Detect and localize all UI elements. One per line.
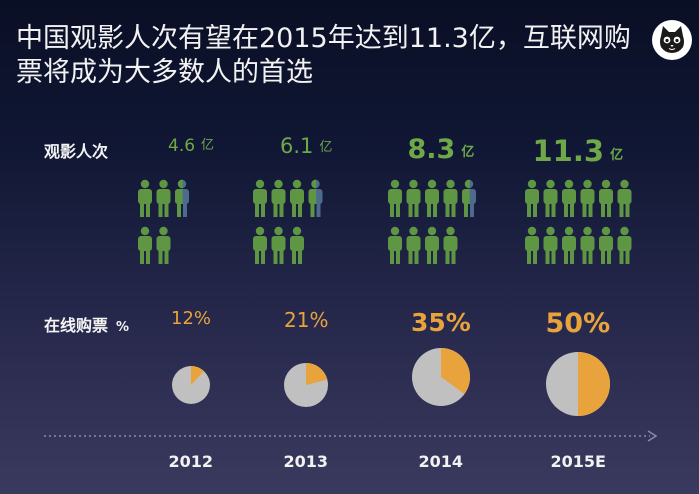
person-icon-fill xyxy=(461,179,470,217)
viewers-value-unit: 亿 xyxy=(319,140,333,155)
person-icon xyxy=(406,179,421,217)
person-icon xyxy=(617,226,632,264)
person-icon xyxy=(156,179,171,217)
person-icon xyxy=(424,226,439,264)
person-icon xyxy=(156,226,171,264)
viewers-row-label: 观影人次 xyxy=(44,142,109,161)
person-icon xyxy=(580,226,595,264)
page-title: 中国观影人次有望在2015年达到11.3亿，互联网购票将成为大多数人的首选 xyxy=(16,23,631,88)
person-icon xyxy=(424,179,439,217)
person-icon xyxy=(598,179,613,217)
people-icon-group xyxy=(524,179,632,264)
online-ticket-row-label: 在线购票% xyxy=(44,312,129,336)
year-label: 2014 xyxy=(418,452,464,471)
person-icon xyxy=(543,179,558,217)
person-icon xyxy=(252,179,267,217)
pie-slice-online xyxy=(441,348,470,395)
person-icon xyxy=(387,179,402,217)
year-label: 2012 xyxy=(168,452,214,471)
year-label: 2015E xyxy=(550,452,606,471)
person-icon xyxy=(289,179,304,217)
person-icon xyxy=(406,226,421,264)
viewers-value-number: 11.3 xyxy=(532,134,605,168)
person-icon xyxy=(271,226,286,264)
viewers-value: 6.1 亿 xyxy=(280,134,332,158)
pie-slice-online xyxy=(191,366,205,385)
viewers-value-unit: 亿 xyxy=(610,148,624,163)
year-label: 2013 xyxy=(283,452,329,471)
person-icon-fill xyxy=(174,179,183,217)
pie-slice-online xyxy=(306,363,328,385)
online-ticket-pie xyxy=(412,348,470,406)
person-icon xyxy=(174,179,189,217)
person-icon xyxy=(524,179,539,217)
online-ticket-pct: 50% xyxy=(545,308,611,339)
person-icon xyxy=(443,226,458,264)
online-ticket-label-text: 在线购票 xyxy=(44,316,109,335)
pie-slice-online xyxy=(578,352,610,416)
person-icon xyxy=(524,226,539,264)
person-icon xyxy=(137,226,152,264)
person-icon xyxy=(271,179,286,217)
viewers-value-number: 8.3 xyxy=(407,134,456,165)
person-icon xyxy=(543,226,558,264)
online-ticket-pie xyxy=(284,363,328,407)
online-ticket-pie xyxy=(172,366,210,404)
people-icon-group xyxy=(387,179,476,264)
viewers-value-unit: 亿 xyxy=(461,145,475,160)
online-ticket-pct: 12% xyxy=(171,308,212,329)
viewers-value: 4.6 亿 xyxy=(168,134,214,156)
people-icon-group xyxy=(252,179,323,264)
person-icon xyxy=(387,226,402,264)
person-icon xyxy=(580,179,595,217)
person-icon xyxy=(617,179,632,217)
person-icon-fill xyxy=(308,179,316,217)
viewers-value-number: 6.1 xyxy=(280,134,314,158)
person-icon xyxy=(443,179,458,217)
people-icon-group xyxy=(137,179,189,264)
online-ticket-pct: 35% xyxy=(411,308,471,337)
person-icon xyxy=(252,226,267,264)
viewers-value-number: 4.6 xyxy=(168,136,196,156)
cat-logo-icon xyxy=(652,20,692,60)
viewers-value: 8.3 亿 xyxy=(408,134,475,165)
person-icon xyxy=(561,179,576,217)
online-ticket-pie xyxy=(546,352,610,416)
person-icon xyxy=(461,179,476,217)
timeline-arrow-icon xyxy=(44,430,658,442)
online-ticket-pct: 21% xyxy=(284,308,329,332)
person-icon xyxy=(308,179,323,217)
online-ticket-label-unit: % xyxy=(116,320,130,335)
viewers-value-unit: 亿 xyxy=(201,138,215,153)
person-icon xyxy=(561,226,576,264)
person-icon xyxy=(598,226,613,264)
person-icon xyxy=(137,179,152,217)
person-icon xyxy=(289,226,304,264)
viewers-value: 11.3 亿 xyxy=(533,134,624,168)
